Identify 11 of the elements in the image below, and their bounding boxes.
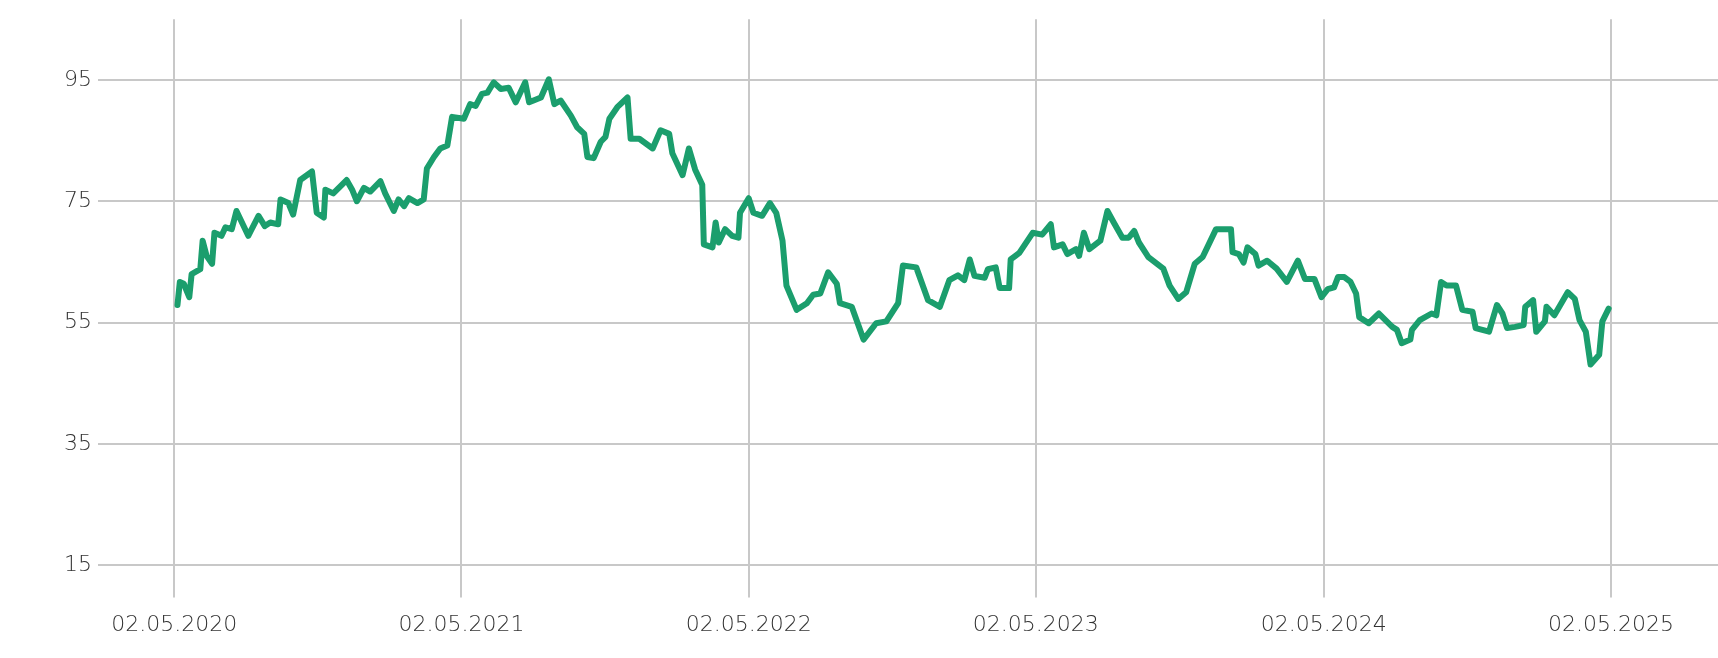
x-tick-label: 02.05.2021	[398, 610, 525, 636]
x-tick-label: 02.05.2020	[111, 610, 238, 636]
y-tick-label: 55	[64, 308, 92, 334]
y-tick-label: 35	[64, 429, 92, 455]
y-tick-label: 95	[64, 65, 92, 91]
x-tick-label: 02.05.2023	[972, 610, 1099, 636]
y-tick-label: 15	[64, 551, 92, 577]
y-tick-label: 75	[64, 186, 92, 212]
x-tick-label: 02.05.2022	[685, 610, 812, 636]
x-tick-label: 02.05.2024	[1260, 610, 1387, 636]
x-tick-label: 02.05.2025	[1548, 610, 1674, 636]
